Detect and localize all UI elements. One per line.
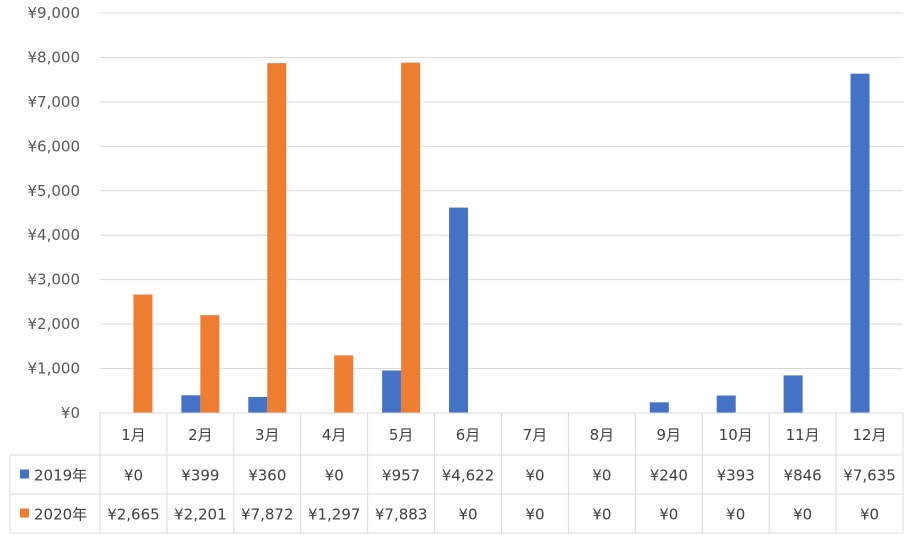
- data-label: ¥360: [248, 467, 286, 485]
- x-tick-label: 4月: [322, 426, 347, 444]
- bar-2019年-9月: [649, 402, 669, 413]
- bar-2020年-5月: [401, 62, 421, 414]
- x-tick-label: 7月: [523, 426, 548, 444]
- y-tick-label: ¥7,000: [28, 93, 81, 111]
- data-label: ¥2,665: [107, 506, 160, 524]
- data-label: ¥7,883: [375, 506, 428, 524]
- x-tick-label: 12月: [852, 426, 886, 444]
- x-tick-label: 10月: [719, 426, 753, 444]
- data-label: ¥2,201: [174, 506, 227, 524]
- data-label: ¥0: [726, 506, 745, 524]
- x-tick-label: 2月: [188, 426, 213, 444]
- data-label: ¥0: [592, 467, 611, 485]
- y-axis-tick-labels: ¥0 ¥1,000 ¥2,000 ¥3,000 ¥4,000 ¥5,000 ¥6,000 ¥7…: [28, 4, 81, 422]
- data-label: ¥0: [860, 506, 879, 524]
- bar-2020年-2月: [200, 315, 220, 413]
- data-label: ¥846: [784, 467, 822, 485]
- x-tick-label: 3月: [255, 426, 280, 444]
- bars: [133, 62, 870, 414]
- y-tick-label: ¥0: [61, 404, 80, 422]
- bar-2019年-3月: [248, 397, 268, 413]
- data-label: ¥0: [525, 506, 544, 524]
- data-label: ¥4,622: [442, 467, 495, 485]
- y-tick-label: ¥5,000: [28, 182, 81, 200]
- data-label: ¥957: [382, 467, 420, 485]
- y-tick-label: ¥2,000: [28, 315, 81, 333]
- data-label: ¥0: [124, 467, 143, 485]
- x-tick-label: 1月: [121, 426, 146, 444]
- bar-2019年-6月: [449, 207, 469, 413]
- data-label: ¥0: [793, 506, 812, 524]
- legend-label: 2020年: [34, 506, 87, 524]
- bar-2019年-5月: [382, 370, 402, 413]
- x-tick-label: 11月: [786, 426, 820, 444]
- bar-2020年-1月: [133, 294, 153, 413]
- x-tick-label: 5月: [389, 426, 414, 444]
- data-label: ¥0: [659, 506, 678, 524]
- y-tick-label: ¥6,000: [28, 137, 81, 155]
- x-tick-label: 6月: [456, 426, 481, 444]
- data-label: ¥0: [458, 506, 477, 524]
- data-label: ¥0: [325, 467, 344, 485]
- data-label: ¥0: [525, 467, 544, 485]
- y-tick-label: ¥9,000: [28, 4, 81, 22]
- data-label: ¥7,872: [241, 506, 294, 524]
- data-label: ¥7,635: [843, 467, 896, 485]
- bar-2019年-2月: [181, 395, 201, 413]
- y-tick-label: ¥4,000: [28, 226, 81, 244]
- y-tick-label: ¥8,000: [28, 48, 81, 66]
- data-label: ¥0: [592, 506, 611, 524]
- y-tick-label: ¥3,000: [28, 271, 81, 289]
- data-label: ¥393: [717, 467, 755, 485]
- bar-2020年-3月: [267, 63, 287, 414]
- bar-2019年-11月: [783, 375, 803, 413]
- bar-2020年-4月: [334, 355, 354, 413]
- data-label: ¥1,297: [308, 506, 361, 524]
- x-tick-label: 9月: [657, 426, 682, 444]
- legend-key-2020年: [20, 508, 29, 518]
- bar-2019年-12月: [850, 73, 870, 414]
- bar-2019年-10月: [716, 395, 736, 413]
- data-table: 1月 2月 3月 4月 5月 6月 7月 8月 9月 10月 11月 12月 2019年 ¥0 ¥399 ¥3…: [9, 412, 904, 534]
- y-tick-label: ¥1,000: [28, 360, 81, 378]
- legend-label: 2019年: [34, 467, 87, 485]
- x-tick-label: 8月: [590, 426, 615, 444]
- legend-key-2019年: [20, 469, 29, 479]
- data-label: ¥399: [181, 467, 219, 485]
- data-label: ¥240: [650, 467, 688, 485]
- gridlines: [100, 12, 903, 414]
